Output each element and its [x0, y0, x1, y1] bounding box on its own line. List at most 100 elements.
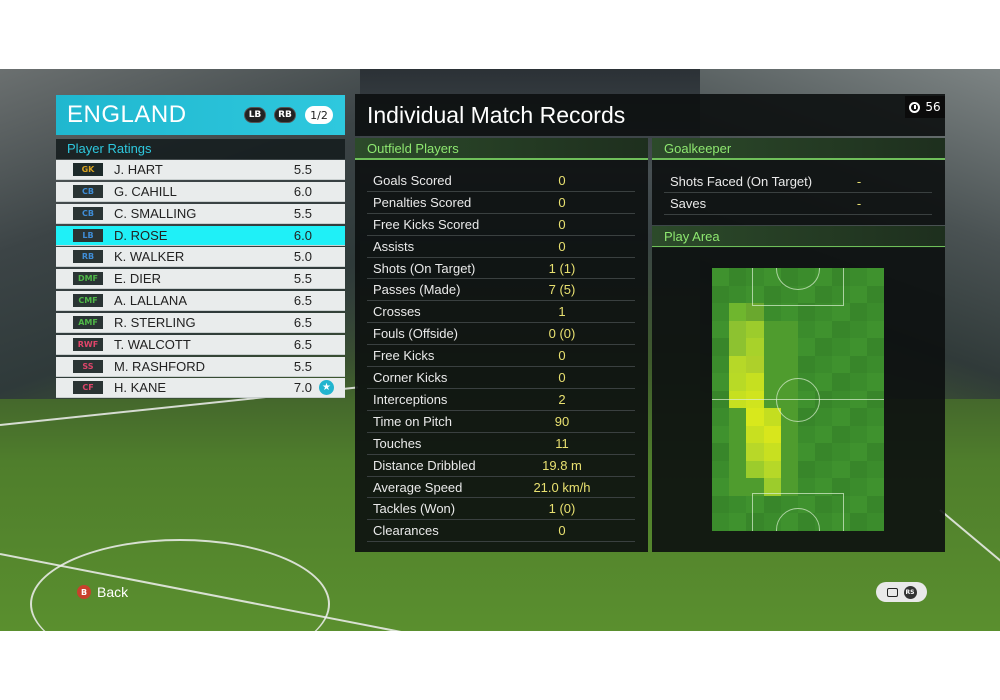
stat-row: Free Kicks 0 [367, 345, 635, 368]
player-row[interactable]: GK J. HART 5.5 [56, 160, 345, 180]
back-label: Back [97, 584, 129, 600]
position-pill-lb[interactable]: LB [244, 107, 266, 123]
position-badge: LB [73, 228, 103, 242]
position-pill-rb[interactable]: RB [274, 107, 296, 123]
heatmap-cell [729, 268, 747, 287]
stat-value: 0 (0) [548, 326, 576, 342]
heatmap-cell [712, 443, 730, 462]
player-row[interactable]: CB C. SMALLING 5.5 [56, 203, 345, 224]
stat-value: 1 (0) [548, 501, 576, 517]
player-row[interactable]: CB G. CAHILL 6.0 [56, 181, 345, 202]
player-name: A. LALLANA [114, 293, 187, 309]
position-badge: CF [73, 381, 103, 395]
heatmap-cell [849, 513, 868, 531]
player-name: G. CAHILL [114, 183, 177, 199]
heatmap-cell [763, 495, 782, 514]
position-badge: DMF [73, 272, 103, 286]
heatmap-cell [746, 355, 765, 374]
heatmap-cell [866, 443, 884, 462]
heatmap-cell [780, 320, 799, 339]
chat-control[interactable]: RS [876, 582, 927, 602]
heatmap-cell [798, 425, 816, 444]
stat-row: Assists 0 [367, 236, 635, 258]
heatmap-cell [712, 355, 730, 374]
stat-row: Time on Pitch 90 [367, 411, 635, 433]
back-control[interactable]: B Back [77, 584, 128, 600]
heatmap-cell [780, 338, 799, 357]
player-rating: 6.0 [293, 227, 312, 243]
heatmap-cell [815, 373, 833, 392]
heatmap-cell [763, 285, 782, 304]
heatmap-cell [712, 408, 730, 427]
player-row[interactable]: CF H. KANE 7.0 ★ [56, 378, 345, 399]
heatmap-cell [798, 443, 816, 462]
heatmap-cell [729, 285, 747, 304]
heatmap-cell [832, 268, 851, 287]
records-header: Individual Match Records 56 [355, 94, 945, 136]
page-title: Individual Match Records [367, 102, 626, 128]
heatmap-cell [866, 495, 884, 514]
heatmap-cell [712, 303, 730, 322]
stat-value: 0 [558, 523, 566, 539]
player-rating: 5.5 [293, 358, 312, 374]
clock-icon [909, 101, 921, 113]
heatmap-cell [866, 320, 884, 339]
heatmap-cell [746, 495, 765, 514]
heatmap-cell [763, 355, 782, 374]
team-header: ENGLAND LB RB 1/2 [56, 95, 345, 135]
stat-row: Touches 11 [367, 433, 635, 455]
heatmap-cell [712, 268, 730, 287]
player-row[interactable]: LB D. ROSE 6.0 [56, 225, 345, 246]
heatmap-cell [849, 320, 868, 339]
stat-row: Corner Kicks 0 [367, 367, 635, 389]
player-row[interactable]: RB K. WALKER 5.0 [56, 247, 345, 268]
heatmap-cell [763, 460, 782, 479]
player-rating: 5.5 [293, 205, 312, 221]
heatmap-cell [729, 495, 747, 514]
player-rating: 5.5 [293, 162, 312, 177]
rs-button-icon: RS [903, 585, 917, 599]
player-row[interactable]: CMF A. LALLANA 6.5 [56, 291, 345, 312]
heatmap-cell [746, 338, 765, 357]
heatmap-cell [815, 443, 833, 462]
stat-label: Tackles (Won) [373, 501, 456, 517]
heatmap-cell [866, 303, 884, 322]
player-rating: 6.5 [293, 293, 312, 309]
heatmap-cell [815, 285, 833, 304]
heatmap-cell [866, 408, 884, 427]
heatmap-cell [729, 303, 747, 322]
player-row[interactable]: SS M. RASHFORD 5.5 [56, 356, 345, 377]
player-name: C. SMALLING [114, 205, 197, 221]
stat-label: Fouls (Offside) [373, 326, 459, 342]
play-area-title: Play Area [652, 226, 945, 248]
position-badge: SS [73, 359, 103, 373]
stat-value: 0 [558, 370, 566, 386]
heatmap-cell [763, 373, 782, 392]
play-area-heatmap [712, 268, 884, 531]
player-ratings-title: Player Ratings [56, 139, 345, 159]
player-row[interactable]: AMF R. STERLING 6.5 [56, 312, 345, 333]
heatmap-cell [746, 373, 765, 392]
player-name: R. STERLING [114, 314, 196, 330]
heatmap-cell [729, 355, 747, 374]
heatmap-cell [729, 373, 747, 392]
stat-label: Goals Scored [373, 172, 452, 188]
player-rating: 6.5 [293, 336, 312, 352]
heatmap-cell [712, 373, 730, 392]
heatmap-cell [712, 460, 730, 479]
heatmap-cell [729, 425, 747, 444]
player-row[interactable]: RWF T. WALCOTT 6.5 [56, 334, 345, 355]
stat-label: Saves [670, 195, 707, 211]
player-rating: 6.5 [293, 314, 312, 330]
stat-value: 0 [558, 216, 566, 232]
heatmap-cell [798, 285, 816, 304]
stat-row: Clearances 0 [367, 520, 635, 543]
heatmap-cell [798, 478, 816, 497]
player-rating: 5.0 [293, 249, 312, 265]
player-row[interactable]: DMF E. DIER 5.5 [56, 269, 345, 290]
outfield-players-title: Outfield Players [355, 138, 648, 160]
stat-label: Passes (Made) [373, 282, 461, 298]
heatmap-cell [712, 285, 730, 304]
heatmap-cell [832, 338, 851, 357]
stat-row: Average Speed 21.0 km/h [367, 477, 635, 499]
